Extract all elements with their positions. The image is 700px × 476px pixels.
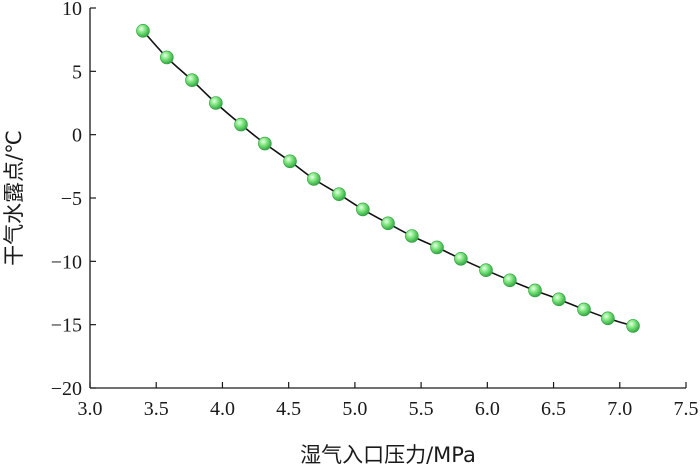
y-tick-label: −15 — [51, 315, 82, 337]
y-tick-label: 10 — [62, 0, 82, 20]
data-point — [626, 319, 640, 333]
x-tick-label: 4.5 — [276, 398, 301, 420]
y-tick-label: 0 — [72, 125, 82, 147]
data-point — [430, 240, 444, 255]
data-point — [503, 273, 517, 288]
data-point — [283, 154, 297, 169]
series-layer — [136, 23, 640, 333]
x-axis-title: 湿气入口压力/MPa — [300, 443, 476, 467]
x-axis-ticks: 3.0 3.5 4.0 4.5 5.0 5.5 6.0 6.5 7.0 7.5 — [78, 382, 699, 420]
x-tick-label: 7.5 — [674, 398, 699, 420]
data-point — [136, 23, 150, 38]
data-point — [528, 283, 542, 298]
x-tick-label: 7.0 — [607, 398, 632, 420]
x-tick-label: 3.0 — [78, 398, 103, 420]
y-tick-label: −20 — [51, 378, 82, 400]
data-point — [185, 73, 199, 87]
x-tick-label: 6.0 — [475, 398, 500, 420]
data-point — [552, 292, 566, 307]
x-tick-label: 4.0 — [210, 398, 235, 420]
data-point — [160, 50, 174, 65]
data-point — [332, 187, 346, 201]
series-line — [142, 30, 634, 327]
data-point — [479, 263, 493, 278]
data-point — [381, 216, 395, 231]
x-tick-label: 5.5 — [409, 398, 434, 420]
axes — [89, 8, 686, 389]
data-point — [209, 96, 223, 110]
data-point — [258, 136, 272, 151]
x-tick-label: 5.0 — [342, 398, 367, 420]
data-point — [307, 172, 321, 186]
data-point — [577, 302, 591, 317]
data-point — [454, 251, 468, 266]
x-tick-label: 6.5 — [541, 398, 566, 420]
y-axis-ticks: 10 5 0 −5 −10 −15 −20 — [51, 0, 96, 400]
y-axis-title: 干气水露点/℃ — [2, 130, 26, 266]
data-point — [356, 202, 370, 217]
data-point — [405, 229, 419, 243]
y-tick-label: 5 — [72, 61, 82, 83]
y-tick-label: −5 — [61, 188, 82, 210]
y-tick-label: −10 — [51, 251, 82, 273]
x-tick-label: 3.5 — [144, 398, 169, 420]
data-point — [234, 117, 248, 132]
data-point — [601, 311, 615, 326]
